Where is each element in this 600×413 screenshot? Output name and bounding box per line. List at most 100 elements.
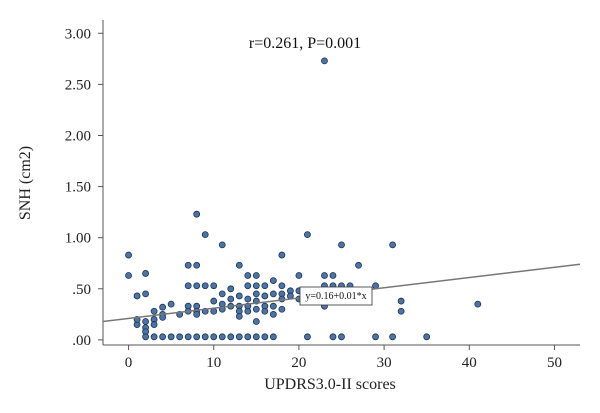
data-point <box>150 321 158 328</box>
data-point <box>227 333 235 341</box>
y-tick-label: 1.50 <box>65 180 91 196</box>
data-point <box>252 305 260 313</box>
data-point <box>244 333 252 341</box>
data-point <box>244 295 252 303</box>
data-point <box>338 333 345 341</box>
data-point <box>150 333 158 341</box>
data-point <box>295 272 303 279</box>
y-tick-label: 2.00 <box>65 128 91 144</box>
data-point <box>235 261 243 269</box>
correlation-annotation: r=0.261, P=0.001 <box>249 35 361 52</box>
data-point <box>201 333 209 341</box>
data-point <box>150 307 158 315</box>
data-point <box>159 333 167 341</box>
data-point <box>269 333 277 341</box>
data-point <box>244 282 252 290</box>
data-point <box>193 333 201 341</box>
x-axis-title: UPDRS3.0-II scores <box>264 376 396 393</box>
data-point <box>176 333 184 341</box>
data-point <box>269 277 277 285</box>
data-point <box>329 272 337 279</box>
x-tick-label: 40 <box>462 355 477 371</box>
fit-equation-box: y=0.16+0.01*x <box>299 286 373 306</box>
data-point <box>423 333 431 341</box>
data-point <box>397 307 405 315</box>
data-point <box>321 57 328 65</box>
data-point <box>397 297 405 305</box>
data-point <box>142 318 149 325</box>
data-point <box>167 300 175 308</box>
data-point <box>133 292 141 300</box>
data-point <box>355 261 362 269</box>
data-point <box>389 333 397 341</box>
data-point <box>184 282 192 290</box>
data-point <box>329 333 337 341</box>
data-point <box>261 292 269 300</box>
data-point <box>244 307 252 315</box>
x-tick-label: 10 <box>206 355 221 371</box>
data-point <box>235 292 243 300</box>
data-point <box>210 282 218 290</box>
data-point <box>252 272 260 279</box>
x-axis-ticks: 0 10 20 30 40 50 <box>125 345 562 371</box>
data-point <box>304 231 311 239</box>
data-point <box>193 261 201 269</box>
data-point <box>142 333 149 341</box>
data-point <box>235 333 243 341</box>
data-point <box>338 241 345 249</box>
data-point <box>184 333 192 341</box>
data-point <box>218 241 226 249</box>
y-axis-title: SNH (cm2) <box>17 146 34 220</box>
data-point <box>227 285 235 293</box>
data-point <box>474 300 482 308</box>
data-point <box>321 272 328 279</box>
x-tick-label: 20 <box>291 355 306 371</box>
data-point <box>193 282 201 290</box>
data-point <box>210 333 218 341</box>
x-tick-label: 0 <box>125 355 133 371</box>
data-point <box>252 318 260 325</box>
data-point <box>125 272 132 279</box>
data-point <box>201 231 209 239</box>
data-point <box>389 241 397 249</box>
y-tick-label: 2.50 <box>65 77 91 93</box>
data-point <box>142 270 149 277</box>
data-point <box>304 333 311 341</box>
data-point <box>278 305 286 313</box>
data-point <box>159 303 167 311</box>
data-point <box>261 282 269 290</box>
data-point <box>142 290 149 298</box>
y-tick-label: 3.00 <box>65 26 91 42</box>
y-tick-label: 1.00 <box>65 231 91 247</box>
data-point <box>244 272 252 279</box>
data-point <box>278 282 286 290</box>
data-point <box>278 251 286 259</box>
data-point <box>201 282 209 290</box>
data-point <box>218 333 226 341</box>
data-point <box>252 282 260 290</box>
data-point <box>269 290 277 298</box>
y-axis-ticks: .00 .50 1.00 1.50 2.00 2.50 3.00 <box>65 26 103 349</box>
data-point <box>269 310 277 318</box>
fit-equation-label: y=0.16+0.01*x <box>305 291 366 302</box>
data-point <box>218 290 226 298</box>
data-point <box>184 261 192 269</box>
data-point <box>227 295 235 303</box>
data-point <box>193 310 201 318</box>
data-point <box>167 333 175 341</box>
x-tick-label: 30 <box>377 355 392 371</box>
data-point <box>269 302 277 310</box>
data-point <box>261 333 269 341</box>
data-point <box>125 251 132 259</box>
data-point <box>252 333 260 341</box>
data-point <box>210 297 218 305</box>
data-point <box>278 295 286 303</box>
data-point <box>372 333 379 341</box>
data-point <box>235 312 243 320</box>
y-tick-label: .00 <box>72 333 91 349</box>
y-tick-label: .50 <box>72 282 91 298</box>
data-point <box>261 307 269 315</box>
x-tick-label: 50 <box>547 355 562 371</box>
data-point <box>193 210 201 218</box>
